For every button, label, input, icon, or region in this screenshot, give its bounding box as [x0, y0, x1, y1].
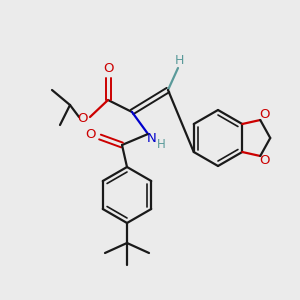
Text: H: H	[157, 137, 165, 151]
Text: O: O	[86, 128, 96, 142]
Text: O: O	[259, 154, 269, 167]
Text: O: O	[78, 112, 88, 125]
Text: H: H	[174, 55, 184, 68]
Text: O: O	[103, 62, 113, 76]
Text: O: O	[259, 109, 269, 122]
Text: N: N	[147, 133, 157, 146]
